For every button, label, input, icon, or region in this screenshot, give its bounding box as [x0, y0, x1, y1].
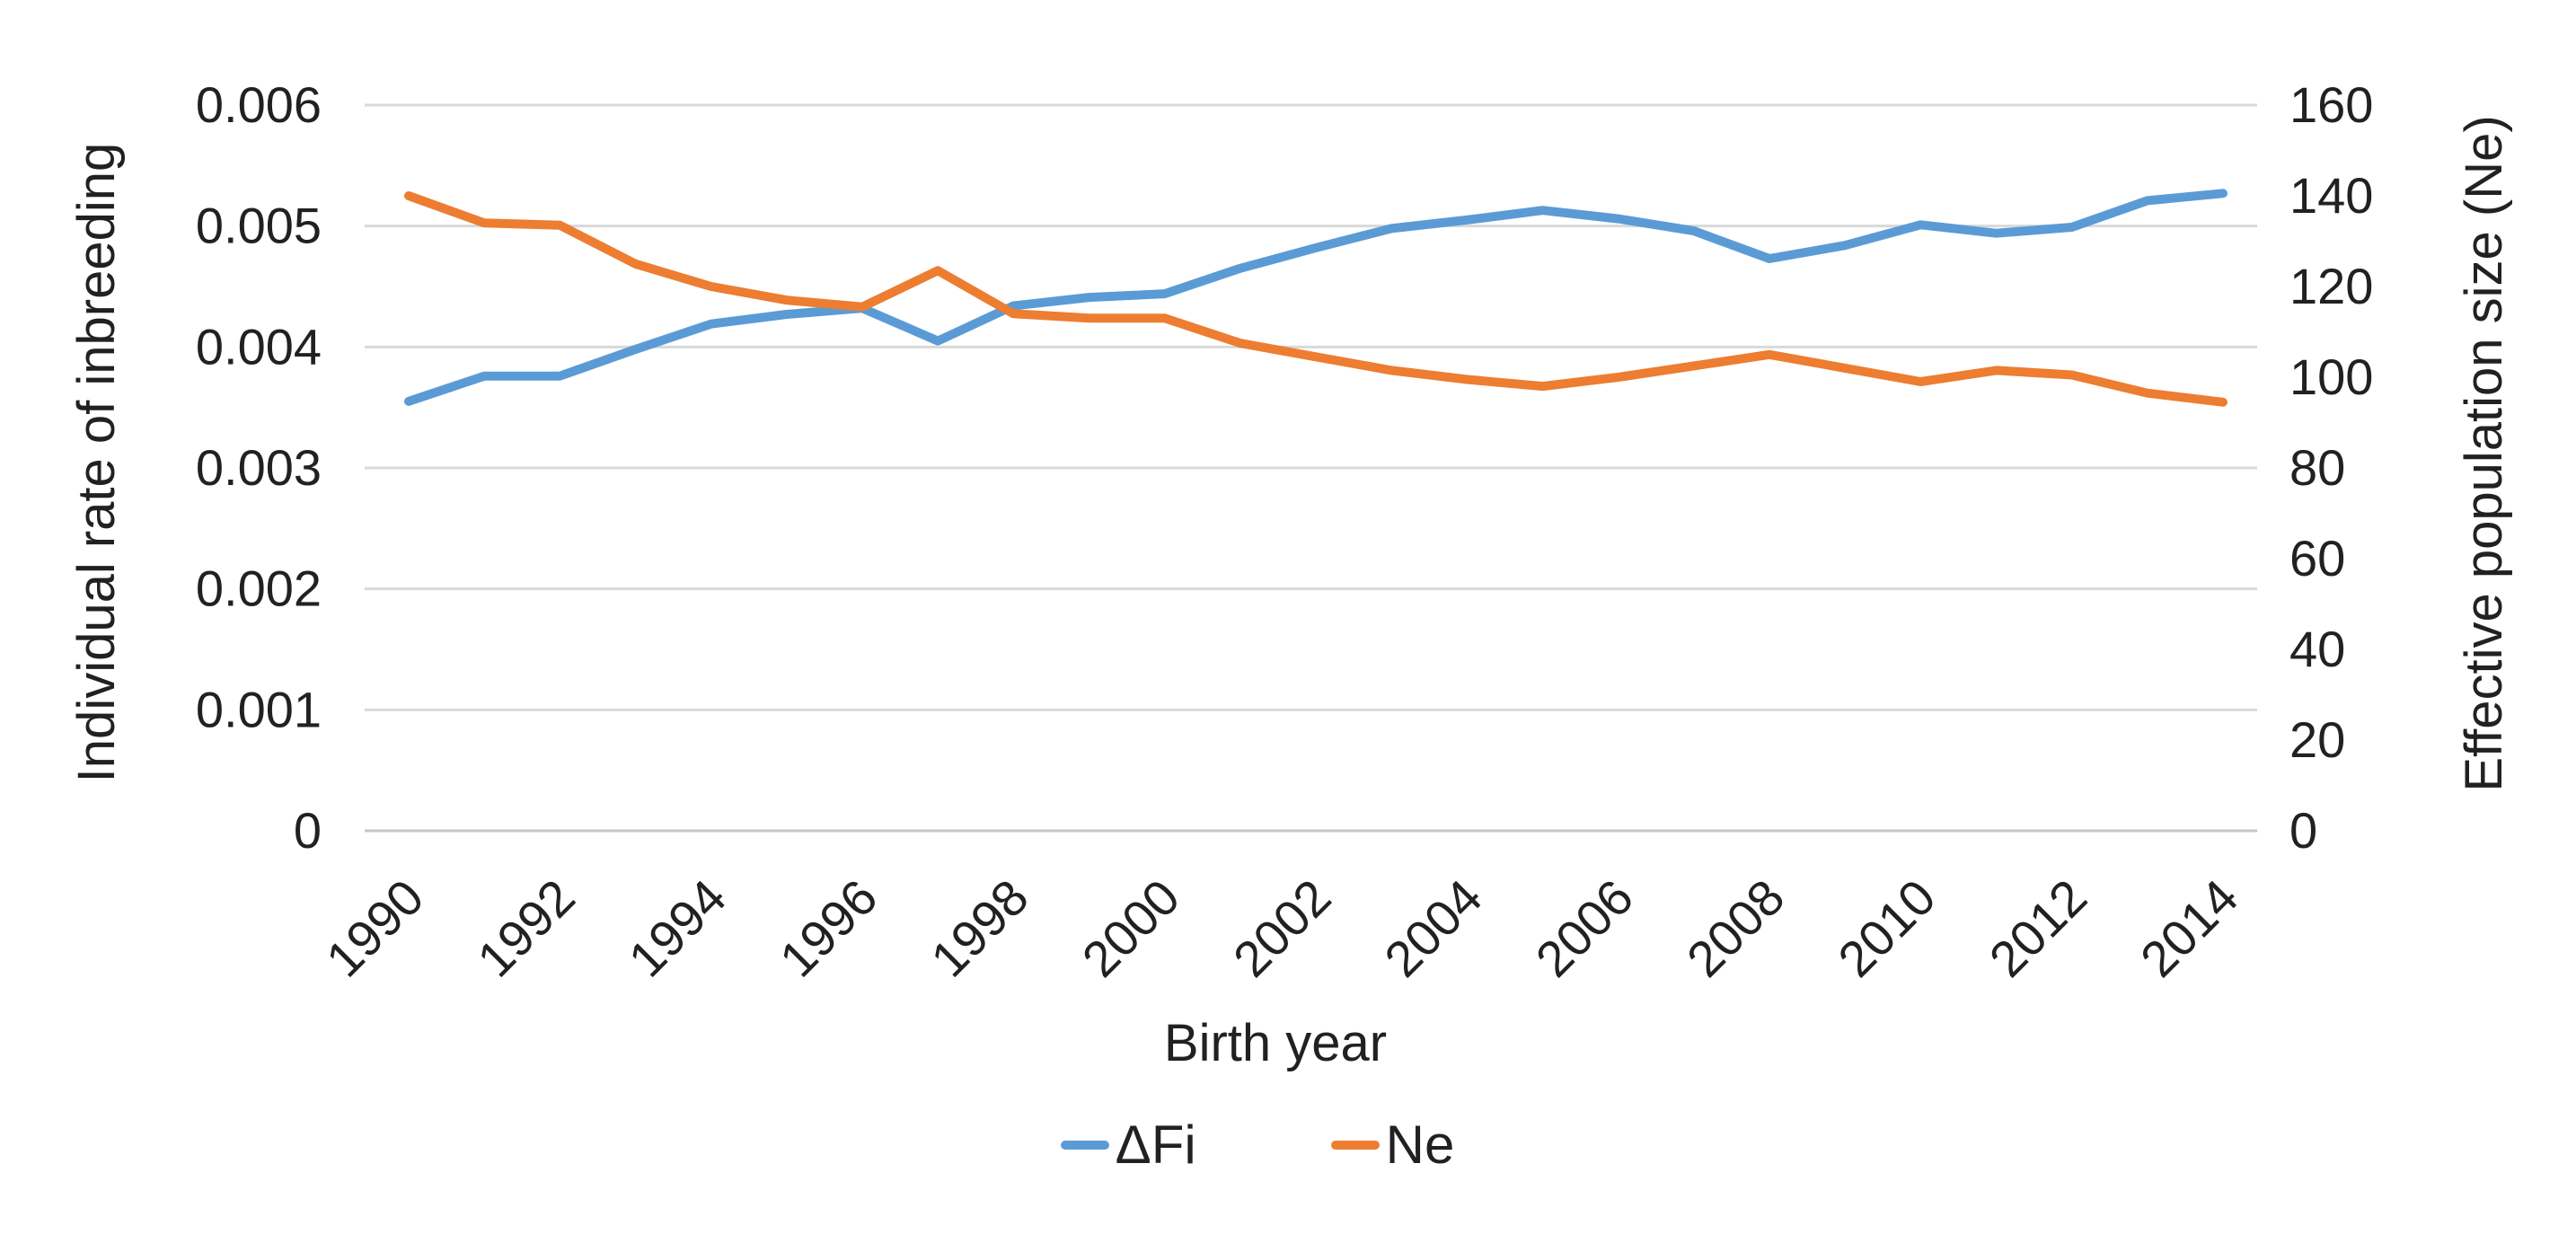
left-axis-title: Individual rate of inbreeding [67, 142, 126, 783]
dfi-line-swatch [1060, 1140, 1109, 1150]
right-axis-tick-label: 20 [2289, 711, 2345, 768]
right-axis-tick-label: 120 [2289, 258, 2373, 314]
right-axis-tick-label: 100 [2289, 348, 2373, 405]
right-axis-tick-label: 80 [2289, 439, 2345, 496]
left-axis-tick-label: 0.001 [196, 681, 322, 737]
left-axis-tick-label: 0.002 [196, 560, 322, 617]
right-axis-title: Effective population size (Ne) [2455, 115, 2513, 792]
legend-item-ne: Ne [1330, 1114, 1455, 1176]
right-axis-tick-label: 160 [2289, 76, 2373, 133]
right-axis-tick-label: 40 [2289, 621, 2345, 677]
x-axis-tick-label: 2002 [1222, 868, 1342, 988]
x-axis-tick-label: 2004 [1373, 868, 1493, 988]
series-line-Ne [404, 191, 2228, 407]
legend-item-dfi: ΔFi [1060, 1114, 1196, 1176]
x-axis-tick-label: 2006 [1525, 868, 1645, 988]
right-axis-tick-label: 60 [2289, 530, 2345, 586]
x-axis-title: Birth year [1163, 1014, 1388, 1072]
legend-label-dfi: ΔFi [1115, 1115, 1196, 1175]
x-axis-tick-label: 1996 [769, 868, 888, 988]
left-axis-tick-label: 0 [294, 802, 322, 859]
x-axis-tick-label: 1994 [618, 868, 737, 988]
left-axis-tick-label: 0.005 [196, 198, 322, 254]
x-axis-tick-label: 2012 [1979, 868, 2098, 988]
legend-label-ne: Ne [1385, 1115, 1455, 1175]
x-axis-tick-label: 2000 [1072, 868, 1191, 988]
left-axis-tick-label: 0.003 [196, 439, 322, 496]
x-axis-tick-label: 2014 [2130, 868, 2249, 988]
right-axis-tick-label: 0 [2289, 802, 2317, 859]
x-axis-tick-label: 1990 [315, 868, 435, 988]
ne-line-swatch [1330, 1140, 1380, 1150]
legend: ΔFi Ne [0, 1114, 2545, 1176]
right-axis-tick-label: 140 [2289, 167, 2373, 224]
x-axis-tick-label: 1992 [466, 868, 586, 988]
x-axis-tick-label: 2010 [1827, 868, 1946, 988]
series-line-ΔFi [404, 189, 2228, 406]
left-axis-tick-label: 0.006 [196, 76, 322, 133]
x-axis-tick-label: 1998 [920, 868, 1039, 988]
left-axis-tick-label: 0.004 [196, 318, 322, 375]
x-axis-tick-label: 2008 [1676, 868, 1795, 988]
